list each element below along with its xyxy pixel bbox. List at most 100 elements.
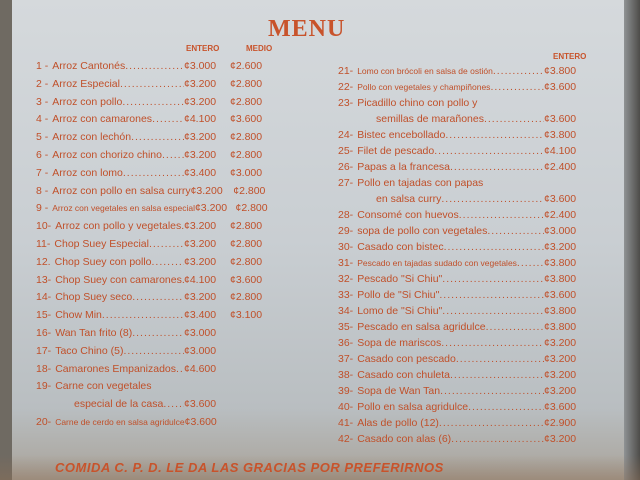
dot-leader xyxy=(440,385,544,397)
price-entero: ¢3.600 xyxy=(544,113,577,125)
menu-item: 5 -Arroz con lechón ¢3.200 ¢2.800 xyxy=(36,131,276,149)
price-entero: ¢3.000 xyxy=(184,344,217,357)
item-name: Papas a la francesa xyxy=(357,161,450,173)
item-name: sopa de pollo con vegetales xyxy=(357,225,488,237)
item-number: 15- xyxy=(36,309,52,322)
menu-item: 15-Chow Min ¢3.400 ¢3.100 xyxy=(36,309,276,327)
item-name: Chop Suey con camarones xyxy=(55,273,182,286)
item-number: 18- xyxy=(36,362,52,375)
item-number: 26- xyxy=(338,161,354,173)
price-entero: ¢3.400 xyxy=(184,166,217,179)
item-name: Consomé con huevos xyxy=(357,209,459,221)
item-number: 29- xyxy=(338,225,354,237)
item-name: Pescado en salsa agridulce xyxy=(357,321,486,333)
menu-item: 39-Sopa de Wan Tan ¢3.200 xyxy=(338,385,590,401)
frame-edge xyxy=(624,0,640,480)
item-number: 41- xyxy=(338,417,354,429)
menu-item: 1 -Arroz Cantonés ¢3.000 ¢2.600 xyxy=(36,60,276,78)
item-number: 40- xyxy=(338,401,354,413)
dot-leader xyxy=(517,257,544,269)
item-number: 11- xyxy=(36,237,51,250)
item-number: 32- xyxy=(338,273,354,285)
item-name: Camarones Empanizados xyxy=(55,362,176,375)
price-entero: ¢3.600 xyxy=(184,398,217,411)
menu-item-continued: en salsa curry ¢3.600 xyxy=(338,193,590,209)
price-medio: ¢2.800 xyxy=(235,202,268,215)
price-entero: ¢4.600 xyxy=(184,362,217,375)
item-name: Pollo de "Si Chiu" xyxy=(357,289,440,301)
item-number: 22- xyxy=(338,81,354,93)
menu-item: 27- Pollo en tajadas con papas xyxy=(338,177,590,193)
item-name: Picadillo chino con pollo y xyxy=(357,97,478,109)
price-entero: ¢3.200 xyxy=(190,184,223,197)
price-entero: ¢3.200 xyxy=(184,77,217,90)
dot-leader xyxy=(442,273,544,285)
dot-leader xyxy=(122,96,184,108)
menu-item: 29-sopa de pollo con vegetales ¢3.000 xyxy=(338,225,590,241)
item-number: 30- xyxy=(338,241,354,253)
menu-item: 8 - Arroz con pollo en salsa curry ¢3.200 ¢… xyxy=(36,185,276,203)
price-medio: ¢2.800 xyxy=(230,148,263,161)
item-number: 31- xyxy=(338,257,354,269)
dot-leader xyxy=(441,337,544,349)
menu-item: 20- Carne de cerdo en salsa agridulce ¢3.6… xyxy=(36,416,276,434)
price-entero: ¢2.400 xyxy=(544,161,577,173)
item-name: Arroz con pollo y vegetales xyxy=(55,220,182,233)
dot-leader xyxy=(132,327,184,339)
item-number: 2 - xyxy=(36,77,49,90)
menu-item-continued: especial de la casa ¢3.600 xyxy=(36,398,276,416)
header-entero-right: ENTERO xyxy=(553,52,587,61)
item-number: 23- xyxy=(338,97,354,109)
item-name: Pollo en salsa agridulce xyxy=(357,401,469,413)
price-entero: ¢3.600 xyxy=(544,401,577,413)
menu-item: 24-Bistec encebollado ¢3.800 xyxy=(338,129,590,145)
dot-leader xyxy=(125,60,184,72)
menu-item: 42-Casado con alas (6) ¢3.200 xyxy=(338,433,590,449)
menu-paper xyxy=(12,0,624,480)
item-number: 25- xyxy=(338,145,354,157)
item-name-continued: en salsa curry xyxy=(376,193,442,205)
dot-leader xyxy=(439,417,544,429)
menu-item: 12.Chop Suey con pollo ¢3.200 ¢2.800 xyxy=(36,256,276,274)
menu-item: 34-Lomo de "Si Chiu" ¢3.800 xyxy=(338,305,590,321)
price-entero: ¢3.200 xyxy=(544,353,577,365)
item-name: Taco Chino (5) xyxy=(55,344,124,357)
price-entero: ¢4.100 xyxy=(184,113,217,126)
dot-leader xyxy=(123,345,184,357)
item-number: 28- xyxy=(338,209,354,221)
price-entero: ¢3.200 xyxy=(544,369,577,381)
menu-item: 35-Pescado en salsa agridulce ¢3.800 xyxy=(338,321,590,337)
item-name: Chop Suey Especial xyxy=(54,237,149,250)
menu-item: 13-Chop Suey con camarones¢4.100 ¢3.600 xyxy=(36,274,276,292)
price-entero: ¢3.200 xyxy=(544,385,577,397)
item-name: Arroz con pollo xyxy=(52,95,123,108)
price-entero: ¢3.200 xyxy=(544,241,577,253)
dot-leader xyxy=(441,193,544,205)
item-number: 7 - xyxy=(36,166,49,179)
dot-leader xyxy=(149,238,184,250)
item-number: 10- xyxy=(36,220,52,233)
item-number: 4 - xyxy=(36,113,49,126)
price-entero: ¢3.200 xyxy=(184,148,217,161)
dot-leader xyxy=(123,167,184,179)
menu-item: 37-Casado con pescado ¢3.200 xyxy=(338,353,590,369)
item-name: Arroz Especial xyxy=(52,77,120,90)
item-number: 35- xyxy=(338,321,354,333)
item-name: Chop Suey seco xyxy=(55,291,133,304)
price-entero: ¢3.200 xyxy=(184,291,217,304)
dot-leader xyxy=(120,78,184,90)
price-medio: ¢3.100 xyxy=(230,309,263,322)
item-number: 24- xyxy=(338,129,354,141)
item-name: Bistec encebollado xyxy=(357,129,446,141)
dot-leader xyxy=(450,161,544,173)
dot-leader xyxy=(152,113,184,125)
menu-title: MENU xyxy=(268,16,346,42)
menu-item: 28-Consomé con huevos ¢2.400 xyxy=(338,209,590,225)
item-number: 14- xyxy=(36,291,52,304)
price-medio: ¢2.800 xyxy=(230,131,263,144)
item-number: 33- xyxy=(338,289,354,301)
item-name-continued: especial de la casa xyxy=(74,398,164,411)
price-medio: ¢3.600 xyxy=(230,113,263,126)
price-entero: ¢3.200 xyxy=(184,237,217,250)
item-name: Arroz con lechón xyxy=(52,131,132,144)
